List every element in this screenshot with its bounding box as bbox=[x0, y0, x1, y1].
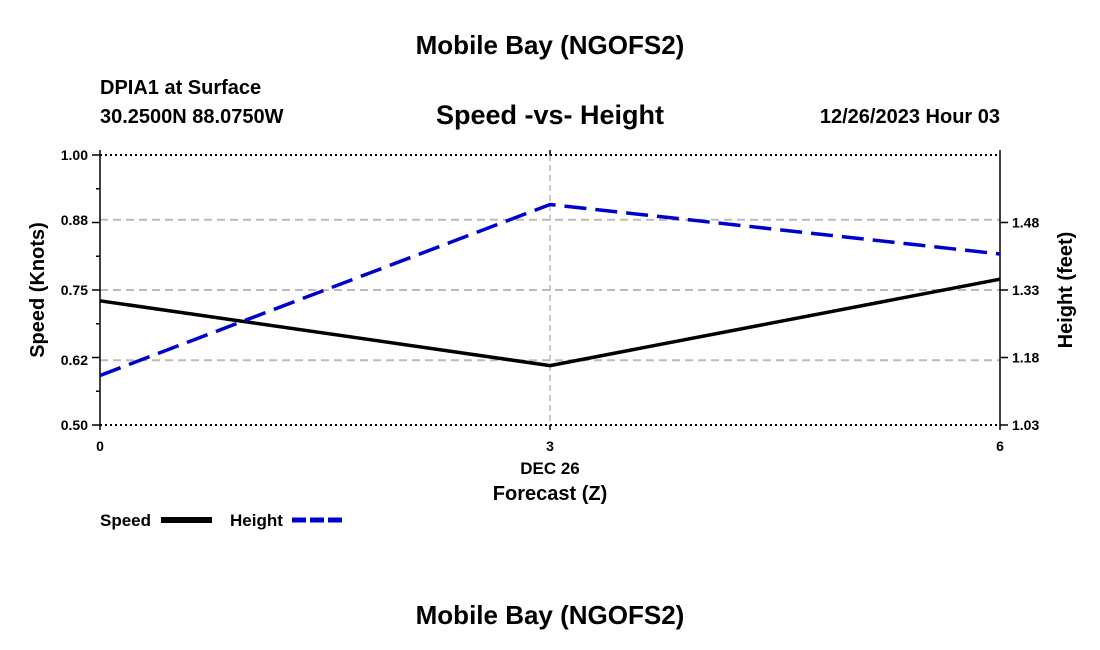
legend-speed-label: Speed bbox=[100, 511, 151, 530]
height-series-line bbox=[99, 202, 1001, 378]
speed-tick-label: 0.88 bbox=[61, 212, 88, 228]
page-title: Mobile Bay (NGOFS2) bbox=[415, 30, 685, 60]
chart-title-text: Speed -vs- Height bbox=[435, 100, 665, 130]
height-tick-label: 1.48 bbox=[1012, 215, 1039, 231]
x-tick-label: 0 bbox=[96, 438, 104, 454]
coordinates-label: 30.2500N 88.0750W bbox=[100, 106, 284, 128]
datetime-label: 12/26/2023 Hour 03 bbox=[819, 106, 1000, 128]
speed-tick-label: 0.62 bbox=[61, 352, 88, 368]
speed-tick-label: 1.00 bbox=[61, 147, 88, 163]
x-axis-date-label: DEC 26 bbox=[520, 459, 580, 478]
height-tick-label: 1.03 bbox=[1012, 417, 1039, 433]
footer-title: Mobile Bay (NGOFS2) bbox=[415, 600, 685, 630]
x-tick-label: 6 bbox=[996, 438, 1004, 454]
speed-series-line bbox=[99, 277, 1001, 368]
legend-height-label: Height bbox=[230, 511, 283, 530]
height-tick-label: 1.18 bbox=[1012, 350, 1039, 366]
speed-tick-label: 0.50 bbox=[61, 417, 88, 433]
x-axis-title: Forecast (Z) bbox=[493, 483, 607, 505]
height-tick-label: 1.33 bbox=[1012, 282, 1039, 298]
x-tick-label: 3 bbox=[546, 438, 554, 454]
station-label: DPIA1 at Surface bbox=[100, 77, 262, 99]
chart-title: Speed -vs- Height bbox=[0, 100, 1100, 131]
height-axis-title: Height (feet) bbox=[1055, 232, 1077, 349]
speed-axis-title: Speed (Knots) bbox=[27, 222, 49, 358]
speed-tick-label: 0.75 bbox=[61, 282, 88, 298]
